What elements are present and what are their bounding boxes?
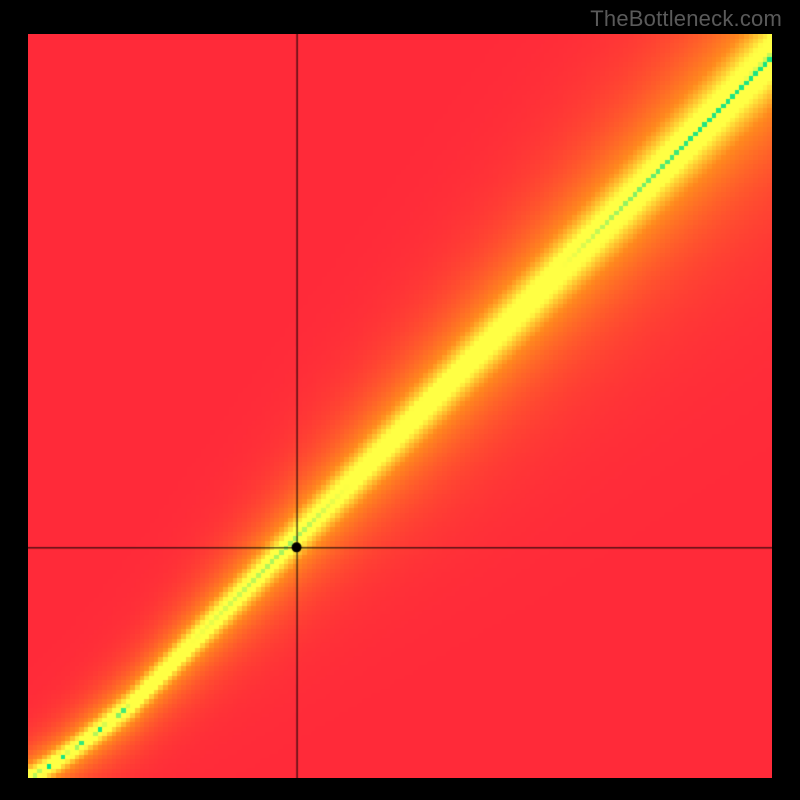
chart-container: TheBottleneck.com xyxy=(0,0,800,800)
bottleneck-heatmap xyxy=(28,34,772,778)
watermark-text: TheBottleneck.com xyxy=(590,6,782,32)
